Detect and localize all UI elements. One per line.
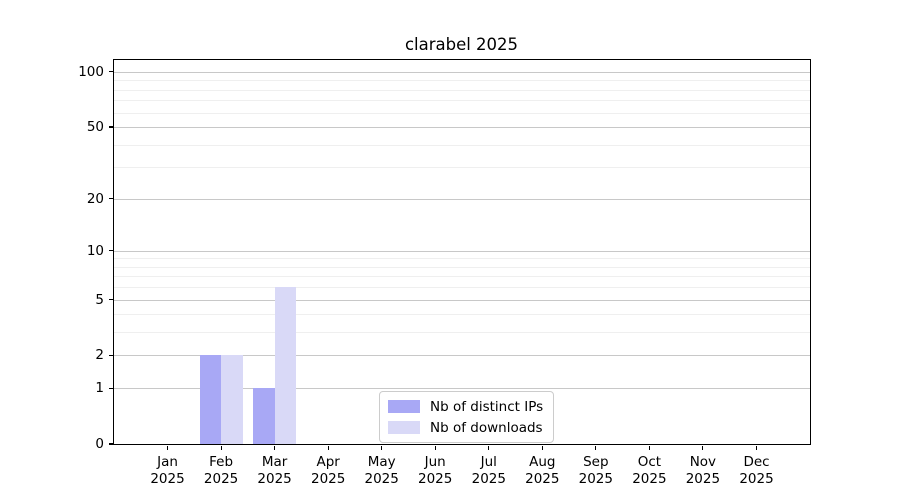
- minor-gridline: [114, 80, 810, 82]
- y-tick-label: 10: [86, 242, 104, 259]
- x-tick: [220, 446, 222, 450]
- x-tick: [166, 446, 169, 450]
- y-tick: [109, 197, 113, 200]
- major-gridline: [114, 71, 810, 73]
- y-tick: [109, 71, 113, 73]
- x-tick: [381, 446, 383, 450]
- minor-gridline: [114, 89, 810, 91]
- y-tick: [109, 354, 113, 356]
- legend-swatch-distinct-ips: [388, 400, 420, 413]
- bar-downloads: [274, 287, 297, 444]
- minor-gridline: [114, 258, 810, 260]
- x-tick: [648, 446, 650, 450]
- x-tick: [702, 446, 704, 450]
- x-tick: [541, 446, 543, 450]
- x-tick-label: Jul 2025: [471, 454, 506, 487]
- x-tick-label: Oct 2025: [632, 454, 667, 487]
- minor-gridline: [114, 100, 810, 102]
- y-tick: [109, 126, 113, 128]
- x-tick-label: Dec 2025: [739, 454, 774, 487]
- minor-gridline: [114, 167, 810, 169]
- minor-gridline: [114, 276, 810, 278]
- minor-gridline: [114, 287, 810, 289]
- y-tick-label: 1: [95, 380, 104, 397]
- x-tick: [327, 446, 329, 450]
- minor-gridline: [114, 144, 810, 146]
- major-gridline: [114, 198, 810, 200]
- legend-swatch-downloads: [388, 421, 420, 434]
- legend-item-downloads: Nb of downloads: [388, 418, 543, 437]
- x-tick-label: Aug 2025: [525, 454, 560, 487]
- x-tick: [755, 446, 758, 450]
- x-tick-label: Jun 2025: [418, 454, 453, 487]
- bar-distinct-ips: [253, 388, 275, 444]
- major-gridline: [114, 355, 810, 357]
- y-tick-label: 0: [95, 436, 104, 452]
- legend: Nb of distinct IPs Nb of downloads: [379, 391, 555, 443]
- legend-item-distinct-ips: Nb of distinct IPs: [388, 397, 543, 416]
- y-tick: [109, 443, 113, 445]
- minor-gridline: [114, 332, 810, 334]
- x-tick-label: Jan 2025: [150, 454, 185, 487]
- x-tick: [488, 446, 490, 450]
- x-tick: [595, 446, 597, 450]
- x-tick-label: Nov 2025: [685, 454, 721, 487]
- y-tick-label: 5: [95, 291, 104, 308]
- major-gridline: [114, 127, 810, 128]
- y-tick: [109, 250, 113, 252]
- bar-distinct-ips: [199, 355, 222, 444]
- plot-area: Jan 2025 Feb 2025 Mar 2025 Apr 2025 May 2025…: [78, 59, 811, 487]
- legend-label-distinct-ips: Nb of distinct IPs: [430, 398, 544, 415]
- x-tick-label: Mar 2025: [257, 454, 292, 487]
- y-tick: [109, 298, 113, 301]
- y-tick-label: 100: [78, 63, 104, 80]
- minor-gridline: [114, 266, 810, 268]
- x-tick: [274, 446, 276, 450]
- x-tick-label: Feb 2025: [203, 454, 239, 487]
- y-tick: [109, 387, 113, 389]
- legend-label-downloads: Nb of downloads: [430, 419, 543, 436]
- major-gridline: [114, 299, 810, 301]
- chart-title: clarabel 2025: [404, 35, 519, 54]
- minor-gridline: [114, 314, 810, 316]
- y-tick-label: 2: [95, 347, 104, 364]
- minor-gridline: [114, 112, 810, 114]
- major-gridline: [114, 388, 810, 390]
- x-tick-label: Sep 2025: [578, 454, 613, 487]
- x-tick: [434, 446, 436, 450]
- major-gridline: [114, 250, 810, 252]
- x-tick-label: May 2025: [364, 454, 399, 487]
- y-tick-label: 50: [86, 119, 104, 135]
- bar-downloads: [221, 355, 243, 444]
- x-tick-label: Apr 2025: [311, 454, 346, 487]
- y-tick-label: 20: [86, 190, 104, 207]
